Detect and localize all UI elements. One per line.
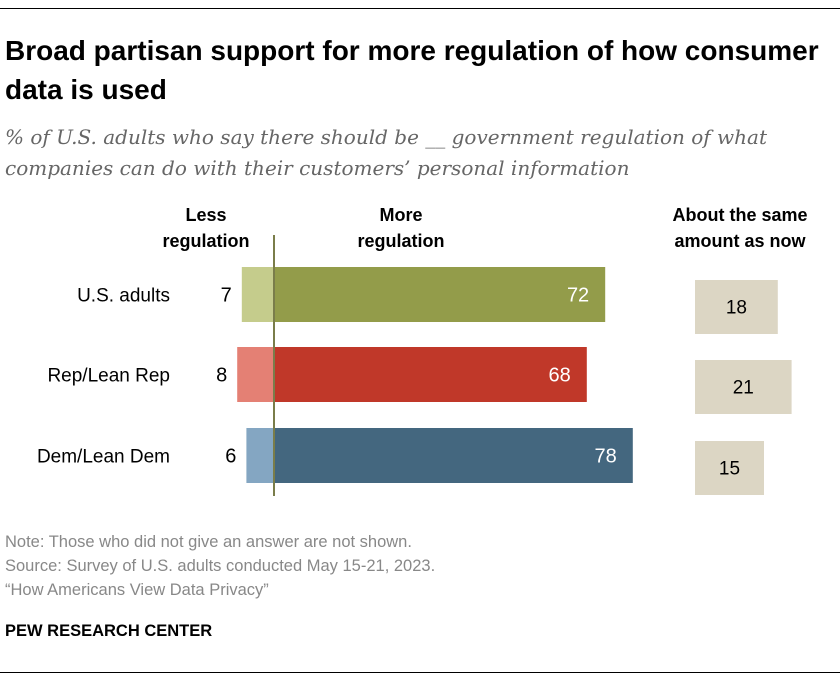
bar-more-regulation — [274, 267, 606, 322]
pew-logo-text: PEW RESEARCH CENTER — [5, 622, 213, 640]
header-same-amount: About the same amount as now — [672, 205, 808, 251]
bar-same-amount — [695, 441, 764, 495]
value-label-same: 21 — [733, 378, 754, 399]
value-label-same: 15 — [719, 459, 740, 480]
bar-less-regulation — [241, 267, 274, 322]
source-text: Source: Survey of U.S. adults conducted … — [5, 557, 436, 575]
chart-title: Broad partisan support for more regulati… — [5, 35, 819, 105]
bar-less-regulation — [237, 347, 274, 402]
value-label-same: 18 — [726, 298, 747, 319]
bar-same-amount — [695, 280, 778, 334]
note-text: Note: Those who did not give an answer a… — [5, 533, 412, 551]
bar-less-regulation — [246, 428, 274, 483]
category-label: Dem/Lean Dem — [37, 447, 170, 468]
top-rule — [0, 8, 840, 9]
bottom-rule — [0, 672, 840, 673]
value-label-more: 72 — [567, 285, 589, 307]
value-label-less: 7 — [221, 285, 232, 307]
value-label-more: 68 — [549, 365, 571, 387]
value-label-less: 6 — [225, 446, 236, 468]
bar-same-amount — [695, 360, 792, 414]
header-more-regulation: More regulation — [357, 205, 445, 251]
bar-more-regulation — [274, 347, 587, 402]
value-label-less: 8 — [216, 365, 227, 387]
chart-subtitle: % of U.S. adults who say there should be… — [5, 125, 768, 180]
notes: Note: Those who did not give an answer a… — [5, 530, 435, 602]
bar-more-regulation — [274, 428, 633, 483]
report-title: “How Americans View Data Privacy” — [5, 581, 269, 599]
category-label: Rep/Lean Rep — [47, 366, 170, 387]
category-label: U.S. adults — [77, 286, 170, 307]
header-less-regulation: Less regulation — [162, 205, 250, 251]
value-label-more: 78 — [595, 446, 617, 468]
